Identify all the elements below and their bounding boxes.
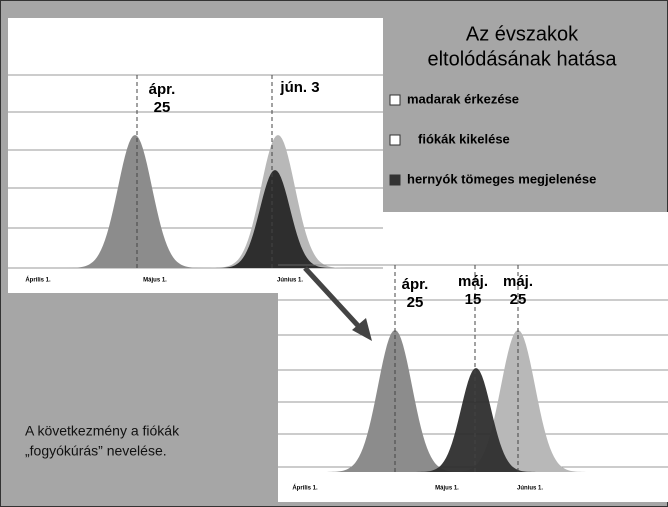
curve [215, 170, 335, 268]
axis-label: Június 1. [277, 278, 303, 284]
date-label: máj. [503, 273, 533, 290]
title: eltolódásának hatása [427, 48, 617, 70]
legend-label: madarak érkezése [407, 91, 519, 106]
legend-swatch [389, 94, 401, 106]
axis-label: Május 1. [435, 486, 459, 492]
arrow [303, 266, 364, 332]
legend-swatch [389, 134, 401, 146]
conclusion: „fogyókúrás” nevelése. [25, 443, 167, 459]
date-label: máj. [458, 273, 488, 290]
date-label: jún. 3 [279, 79, 319, 96]
date-label: 15 [465, 291, 482, 308]
title: Az évszakok [466, 23, 579, 45]
axis-label: Június 1. [517, 486, 543, 492]
date-label: 25 [154, 99, 171, 116]
axis-label: Május 1. [143, 278, 167, 284]
date-label: ápr. [149, 81, 176, 98]
legend-label: hernyók tömeges megjelenése [407, 171, 596, 186]
arrow-head [352, 318, 372, 341]
date-label: ápr. [402, 276, 429, 293]
conclusion: A következmény a fiókák [25, 423, 180, 439]
date-label: 25 [510, 291, 527, 308]
curve [416, 368, 536, 472]
top-chart: ápr.25 jún. 3 Április 1. Május 1. Június 1. [8, 74, 383, 284]
curve [67, 135, 203, 268]
axis-label: Április 1. [292, 485, 318, 492]
axis-label: Április 1. [25, 277, 51, 284]
legend-swatch [389, 174, 401, 186]
legend-label: fiókák kikelése [418, 131, 510, 146]
date-label: 25 [407, 294, 424, 311]
